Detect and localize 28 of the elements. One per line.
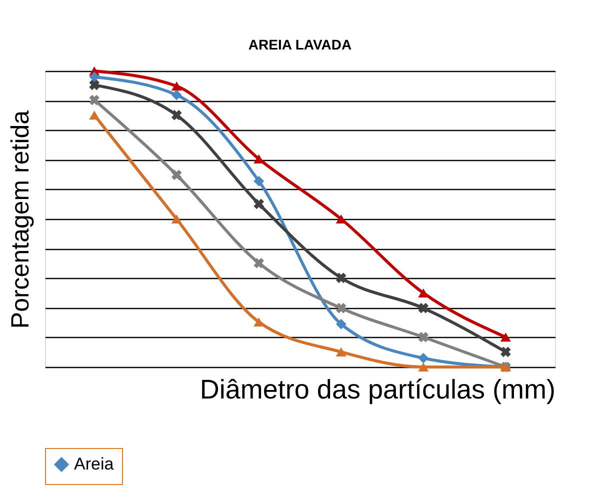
- point: [254, 317, 264, 327]
- point: [89, 110, 100, 120]
- point: [336, 302, 346, 314]
- point: [171, 214, 182, 224]
- point: [500, 332, 511, 342]
- point: [254, 198, 264, 210]
- point: [500, 346, 511, 358]
- point: [171, 90, 182, 100]
- point: [254, 258, 264, 268]
- point: [171, 170, 182, 180]
- legend-label: Areia: [74, 454, 114, 474]
- x-axis-title: Diâmetro das partículas (mm): [200, 374, 556, 404]
- point: [171, 82, 182, 91]
- point: [89, 94, 100, 106]
- point: [418, 302, 429, 314]
- chart-title: AREIA LAVADA: [248, 36, 352, 52]
- y-axis-title: Porcentagem retida: [6, 110, 34, 329]
- point: [418, 352, 429, 364]
- point: [171, 110, 182, 120]
- point: [336, 272, 346, 284]
- point: [336, 318, 346, 330]
- point: [254, 176, 264, 186]
- point: [89, 80, 100, 90]
- point: [336, 347, 346, 356]
- point: [89, 72, 100, 82]
- point: [418, 332, 429, 342]
- point: [418, 362, 429, 372]
- point: [418, 288, 429, 298]
